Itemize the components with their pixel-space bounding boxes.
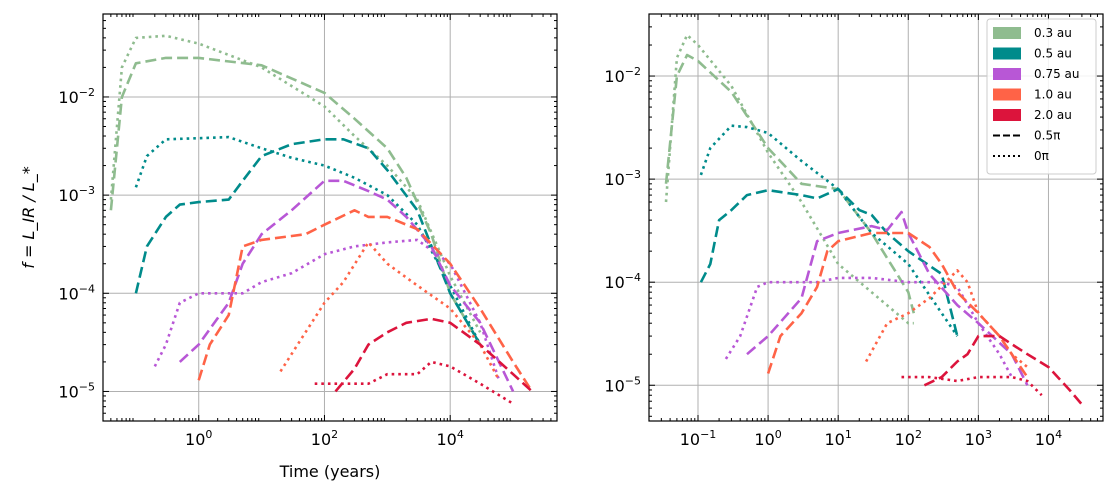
series-line-2_0-au-dotted	[901, 375, 1043, 397]
x-axis-label: Time (years)	[279, 462, 381, 481]
series-line-1_0-au-dashed	[197, 209, 534, 393]
series-line-1_0-au-dotted	[279, 241, 501, 381]
legend-label-5: 0.5π	[1034, 129, 1060, 143]
y-tick-label-base: 10	[604, 273, 624, 292]
series-line-0_75-au-dashed	[746, 210, 1029, 386]
x-tick-label-base: 10	[680, 430, 700, 449]
x-tick-label-exponent: 4	[1055, 428, 1062, 441]
legend: 0.3 au 0.5 au 0.75 au 1.0 au 2.0 au 0.5π 0π	[986, 18, 1097, 175]
x-tick-label: 103	[965, 428, 992, 449]
x-tick-label: 101	[824, 428, 851, 449]
x-tick-label-base: 10	[437, 430, 457, 449]
y-tick-label: 10−4	[58, 282, 95, 303]
series-line-0_5-au-dotted	[699, 124, 959, 337]
series-line-1_0-au-dotted	[864, 269, 1029, 369]
x-tick-label: 10−1	[680, 428, 717, 449]
x-tick-label-exponent: 3	[985, 428, 992, 441]
series-line-0_5-au-dashed	[699, 187, 959, 337]
series-line-2_0-au-dashed	[334, 317, 533, 393]
y-tick-label-base: 10	[58, 88, 78, 107]
axes-frame	[648, 13, 1104, 422]
legend-label-1: 0.5 au	[1034, 47, 1072, 61]
legend-label-0: 0.3 au	[1034, 26, 1072, 40]
y-tick-label-exponent: −3	[625, 168, 641, 181]
y-tick-label-base: 10	[604, 67, 624, 86]
legend-label-2: 0.75 au	[1034, 67, 1080, 81]
x-tick-label-base: 10	[895, 430, 915, 449]
x-tick-label-base: 10	[754, 430, 774, 449]
x-tick-label: 102	[895, 428, 922, 449]
legend-label-6: 0π	[1034, 149, 1049, 163]
x-tick-label-exponent: 2	[915, 428, 922, 441]
y-tick-label: 10−5	[58, 380, 95, 401]
series-group	[664, 33, 1083, 406]
y-tick-label-base: 10	[604, 376, 624, 395]
x-tick-label: 100	[185, 428, 212, 449]
y-tick-label-base: 10	[58, 284, 78, 303]
x-tick-label-base: 10	[185, 430, 205, 449]
y-tick-label: 10−5	[604, 374, 641, 395]
legend-label-3: 1.0 au	[1034, 88, 1072, 102]
y-tick-label: 10−2	[604, 65, 641, 86]
legend-swatch-1	[993, 47, 1021, 60]
series-line-0_75-au-dotted	[153, 238, 501, 381]
x-tick-label: 104	[437, 428, 464, 449]
y-tick-label-exponent: −2	[79, 86, 95, 99]
y-tick-label-exponent: −4	[79, 282, 95, 295]
legend-swatch-3	[993, 88, 1021, 101]
x-tick-label: 102	[311, 428, 338, 449]
legend-label-4: 2.0 au	[1034, 108, 1072, 122]
y-tick-label-exponent: −5	[79, 380, 95, 393]
x-tick-label-base: 10	[824, 430, 844, 449]
series-line-2_0-au-dotted	[314, 360, 514, 405]
y-tick-label-base: 10	[604, 170, 624, 189]
legend-swatch-0	[993, 27, 1021, 39]
y-tick-label-exponent: −4	[625, 271, 641, 284]
y-tick-label: 10−4	[604, 271, 641, 292]
y-axis-label: f = L_IR / L_*	[19, 166, 39, 268]
series-group	[109, 34, 534, 405]
series-line-0_75-au-dotted	[724, 276, 1013, 378]
x-tick-label-exponent: 0	[775, 428, 782, 441]
x-tick-label-exponent: 2	[331, 428, 338, 441]
y-tick-label: 10−2	[58, 86, 95, 107]
x-tick-label-exponent: 0	[205, 428, 212, 441]
y-tick-label: 10−3	[604, 168, 641, 189]
y-tick-label-base: 10	[58, 382, 78, 401]
y-tick-label-base: 10	[58, 186, 78, 205]
series-line-2_0-au-dashed	[923, 334, 1083, 406]
y-tick-label-exponent: −3	[79, 184, 95, 197]
x-tick-label-base: 10	[965, 430, 985, 449]
legend-swatch-2	[993, 68, 1021, 80]
series-line-0_3-au-dotted	[109, 34, 482, 333]
series-line-1_0-au-dashed	[766, 231, 1029, 378]
series-line-0_5-au-dashed	[134, 138, 482, 346]
x-tick-label: 104	[1035, 428, 1062, 449]
y-tick-label-exponent: −2	[625, 65, 641, 78]
x-tick-label-exponent: 4	[457, 428, 464, 441]
y-tick-label-exponent: −5	[625, 374, 641, 387]
x-tick-label-exponent: −1	[700, 428, 716, 441]
x-tick-label-exponent: 1	[845, 428, 852, 441]
series-line-0_3-au-dashed	[109, 56, 482, 346]
x-tick-label-base: 10	[1035, 430, 1055, 449]
legend-swatch-4	[993, 109, 1021, 121]
x-tick-label-base: 10	[311, 430, 331, 449]
x-tick-label: 100	[754, 428, 781, 449]
y-tick-label: 10−3	[58, 184, 95, 205]
series-line-0_3-au-dashed	[664, 53, 916, 314]
axes-frame	[102, 13, 558, 422]
